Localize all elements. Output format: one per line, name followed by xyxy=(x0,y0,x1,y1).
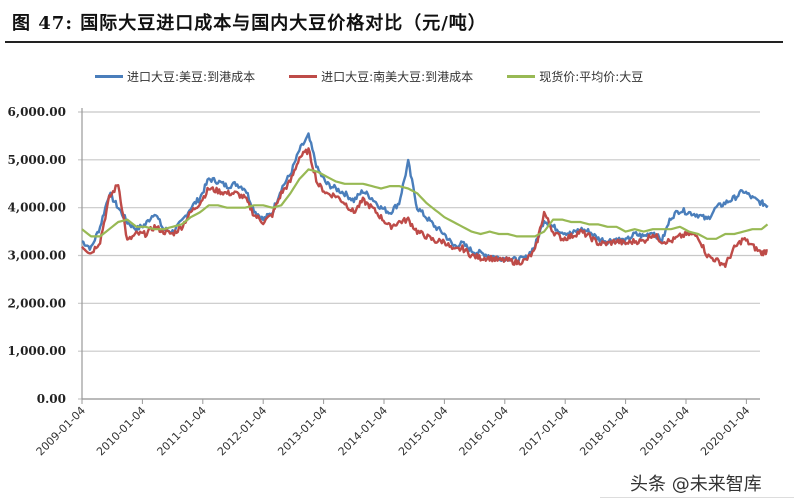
legend-swatch-blue xyxy=(95,75,123,78)
y-tick-label: 5,000.00 xyxy=(8,153,66,167)
x-tick-label: 2020-01-04 xyxy=(698,404,752,458)
x-tick-label: 2013-01-04 xyxy=(275,404,329,458)
legend-swatch-green xyxy=(507,75,536,78)
x-tick-label: 2018-01-04 xyxy=(577,404,631,458)
watermark: 头条 @未来智库 xyxy=(630,474,762,495)
series-lines xyxy=(81,132,769,268)
x-tick-label: 2015-01-04 xyxy=(396,404,450,458)
legend-item-us-soy: 进口大豆:美豆:到港成本 xyxy=(95,68,255,85)
series-line-2 xyxy=(81,168,769,240)
x-tick-label: 2017-01-04 xyxy=(517,404,571,458)
bottom-divider xyxy=(600,497,794,498)
y-tick-label: 3,000.00 xyxy=(8,249,66,263)
x-axis: 2009-01-04 2010-01-04 2011-01-04 2012-01-04… xyxy=(34,398,760,458)
series-line-1 xyxy=(81,147,769,268)
y-tick-label: 6,000.00 xyxy=(8,105,66,119)
legend-label: 现货价:平均价:大豆 xyxy=(539,70,644,84)
chart-legend: 进口大豆:美豆:到港成本 进口大豆:南美大豆:到港成本 现货价:平均价:大豆 xyxy=(95,68,643,85)
y-tick-label: 4,000.00 xyxy=(8,201,66,215)
legend-label: 进口大豆:美豆:到港成本 xyxy=(127,70,256,84)
x-tick-label: 2011-01-04 xyxy=(155,404,209,458)
legend-item-sa-soy: 进口大豆:南美大豆:到港成本 xyxy=(289,68,473,85)
y-tick-label: 1,000.00 xyxy=(8,344,66,358)
figure-title: 图 47: 国际大豆进口成本与国内大豆价格对比（元/吨） xyxy=(12,13,487,34)
x-tick-label: 2014-01-04 xyxy=(336,404,390,458)
x-tick-label: 2010-01-04 xyxy=(94,404,148,458)
x-tick-label: 2009-01-04 xyxy=(34,404,88,458)
x-tick-label: 2016-01-04 xyxy=(457,404,511,458)
y-tick-label: 2,000.00 xyxy=(8,296,66,310)
legend-label: 进口大豆:南美大豆:到港成本 xyxy=(321,70,474,84)
x-tick-label: 2019-01-04 xyxy=(638,404,692,458)
y-tick-label: 0.00 xyxy=(37,392,66,406)
title-divider xyxy=(5,41,783,43)
x-tick-label: 2012-01-04 xyxy=(215,404,269,458)
gridlines xyxy=(78,111,760,400)
y-axis: 0.00 1,000.00 2,000.00 3,000.00 4,000.00 5,00… xyxy=(8,105,83,406)
legend-item-spot-price: 现货价:平均价:大豆 xyxy=(507,68,643,85)
legend-swatch-red xyxy=(289,75,318,78)
